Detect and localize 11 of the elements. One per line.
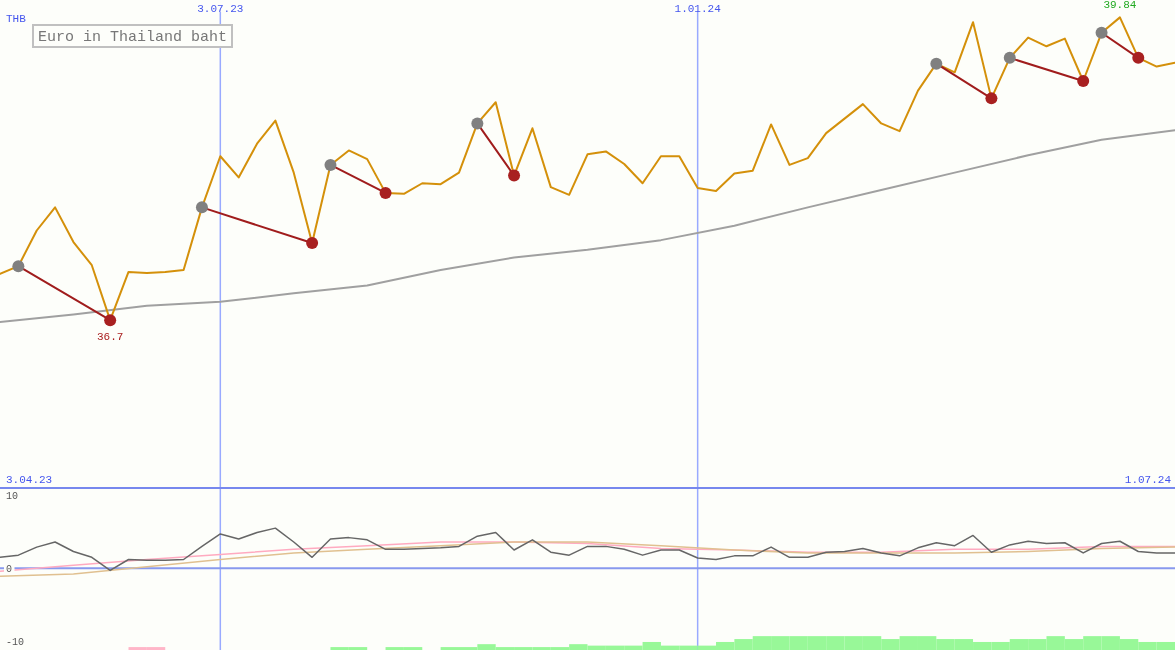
annotation: 1.07.24 [1124,474,1172,486]
text: Euro in Thailand baht [38,29,228,46]
y-tick-label: 0 [6,563,13,575]
data-label: 36.7 [96,331,124,344]
y-tick-label: 10 [6,490,19,502]
data-label: 39.84 [1103,0,1137,12]
y-tick-label: -10 [6,636,25,648]
x-tick-label: 3.07.23 [197,3,244,15]
y-axis-title: THB [6,13,27,25]
x-tick-label: 1.01.24 [674,3,722,15]
annotation: 3.04.23 [6,474,53,486]
